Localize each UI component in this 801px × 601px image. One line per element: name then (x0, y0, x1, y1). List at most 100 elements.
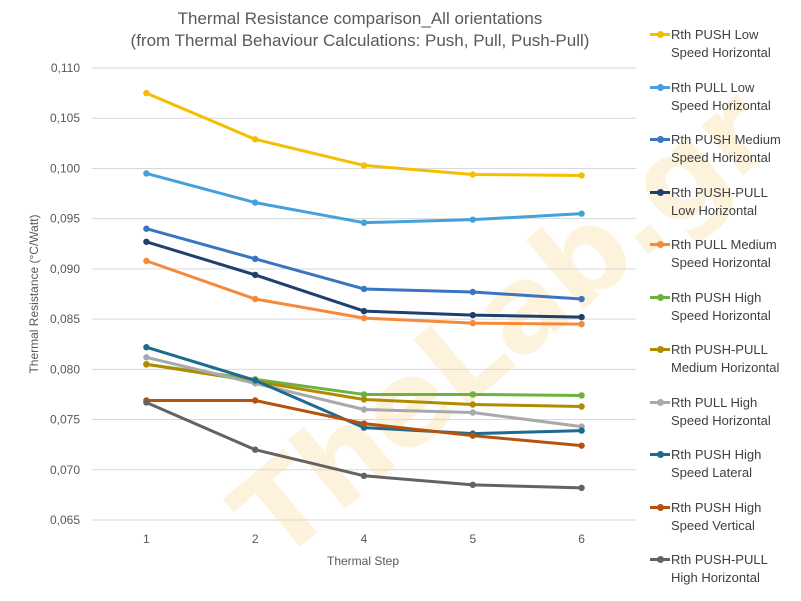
y-tick-label: 0,085 (50, 312, 80, 326)
legend-label-line1: Rth PUSH Low (671, 27, 759, 42)
y-tick-label: 0,095 (50, 212, 80, 226)
series-line (144, 240, 584, 319)
data-point (578, 295, 585, 303)
series-2 (143, 170, 585, 226)
legend-item: Rth PUSH Medium Speed Horizontal (650, 131, 800, 177)
chart-title-line2: (from Thermal Behaviour Calculations: Pu… (130, 31, 590, 50)
legend-label-line1: Rth PUSH Medium (671, 132, 781, 147)
data-point (360, 162, 368, 169)
data-point (143, 170, 150, 177)
data-point (360, 396, 368, 403)
legend-marker-icon (650, 451, 670, 458)
y-tick-label: 0,080 (50, 362, 80, 376)
data-point (469, 171, 476, 178)
data-point (143, 361, 150, 368)
legend-item: Rth PUSH-PULL High Horizontal (650, 551, 800, 597)
legend-item: Rth PULL High Speed Horizontal (650, 394, 800, 440)
legend-marker-icon (650, 136, 670, 143)
legend-item: Rth PUSH High Speed Lateral (650, 446, 800, 492)
legend-label-line2: Speed Horizontal (671, 412, 771, 428)
legend-label-line2: Speed Vertical (671, 517, 755, 533)
legend-label-line1: Rth PULL Low (671, 79, 755, 95)
data-point (143, 344, 150, 351)
legend-label: Rth PULL Low Speed Horizontal (671, 79, 801, 115)
data-point (252, 446, 259, 453)
data-point (143, 238, 150, 245)
legend-marker-icon (650, 398, 670, 406)
x-tick-label: 5 (469, 532, 476, 546)
data-point (469, 481, 476, 489)
legend-marker-icon (650, 293, 670, 301)
data-point (360, 285, 368, 293)
data-point (252, 199, 259, 206)
x-tick-label: 6 (578, 532, 585, 546)
y-tick-label: 0,075 (50, 413, 80, 427)
legend-item: Rth PULL Medium Speed Horizontal (650, 236, 800, 282)
legend-label-line2: Low Horizontal (671, 202, 757, 218)
legend-label-line2: Speed Horizontal (671, 307, 771, 323)
data-point (469, 432, 476, 439)
series-9 (143, 344, 585, 437)
data-point (469, 311, 476, 319)
data-point (578, 313, 585, 321)
y-tick-label: 0,100 (50, 161, 80, 175)
data-point (578, 427, 585, 434)
y-tick-label: 0,070 (50, 463, 80, 477)
data-point (143, 89, 150, 97)
legend-item: Rth PULL Low Speed Horizontal (650, 79, 800, 125)
legend-marker-icon (650, 346, 670, 353)
data-point (252, 377, 259, 384)
legend-label-line1: Rth PUSH-PULL (671, 552, 768, 567)
chart-title: Thermal Resistance comparison_All orient… (80, 8, 640, 52)
legend-item: Rth PUSH Low Speed Horizontal (650, 26, 800, 72)
data-point (360, 314, 368, 322)
legend-label: Rth PUSH Low Speed Horizontal (671, 26, 801, 62)
x-axis-label: Thermal Step (327, 554, 399, 568)
series-3 (143, 225, 585, 303)
x-tick-label: 1 (143, 532, 150, 546)
series-5 (143, 257, 585, 328)
legend-label-line2: Speed Horizontal (671, 255, 771, 270)
data-point (360, 472, 368, 480)
data-point (578, 403, 585, 410)
data-point (469, 391, 476, 398)
legend-label-line1: Rth PULL High (671, 394, 758, 410)
legend-label: Rth PULL Medium Speed Horizontal (671, 236, 801, 272)
data-point (360, 219, 368, 226)
data-point (469, 401, 476, 408)
legend-label: Rth PUSH-PULL High Horizontal (671, 551, 801, 587)
series-line (144, 171, 584, 225)
legend-label: Rth PUSH High Speed Horizontal (671, 289, 801, 325)
y-tick-label: 0,110 (51, 61, 80, 75)
series-1 (143, 89, 585, 179)
legend-marker-icon (650, 503, 670, 511)
series-10 (143, 397, 585, 449)
legend-marker-icon (650, 188, 670, 196)
chart-title-line1: Thermal Resistance comparison_All orient… (177, 9, 543, 28)
data-point (252, 271, 259, 279)
legend-label-line2: Speed Horizontal (671, 150, 771, 165)
x-tick-label: 4 (361, 532, 368, 546)
data-point (578, 320, 585, 328)
legend-marker-icon (650, 83, 670, 91)
legend-label: Rth PUSH-PULL Low Horizontal (671, 184, 801, 220)
x-tick-label: 2 (252, 532, 259, 546)
legend-label-line1: Rth PUSH High (671, 447, 762, 462)
data-point (469, 288, 476, 296)
data-point (578, 392, 585, 399)
legend-label: Rth PUSH High Speed Lateral (671, 446, 801, 482)
data-point (360, 406, 368, 413)
legend-label-line1: Rth PUSH High (671, 499, 762, 515)
legend-label-line2: Speed Lateral (671, 465, 752, 480)
data-point (143, 354, 150, 361)
legend-item: Rth PUSH-PULL Medium Horizontal (650, 341, 800, 387)
legend-label-line1: Rth PUSH High (671, 289, 762, 305)
data-point (578, 172, 585, 179)
series-4 (143, 238, 585, 321)
data-point (143, 399, 150, 406)
legend-label-line1: Rth PUSH-PULL (671, 184, 768, 200)
series-lines (143, 89, 585, 492)
data-point (360, 391, 368, 398)
gridlines (92, 67, 636, 521)
